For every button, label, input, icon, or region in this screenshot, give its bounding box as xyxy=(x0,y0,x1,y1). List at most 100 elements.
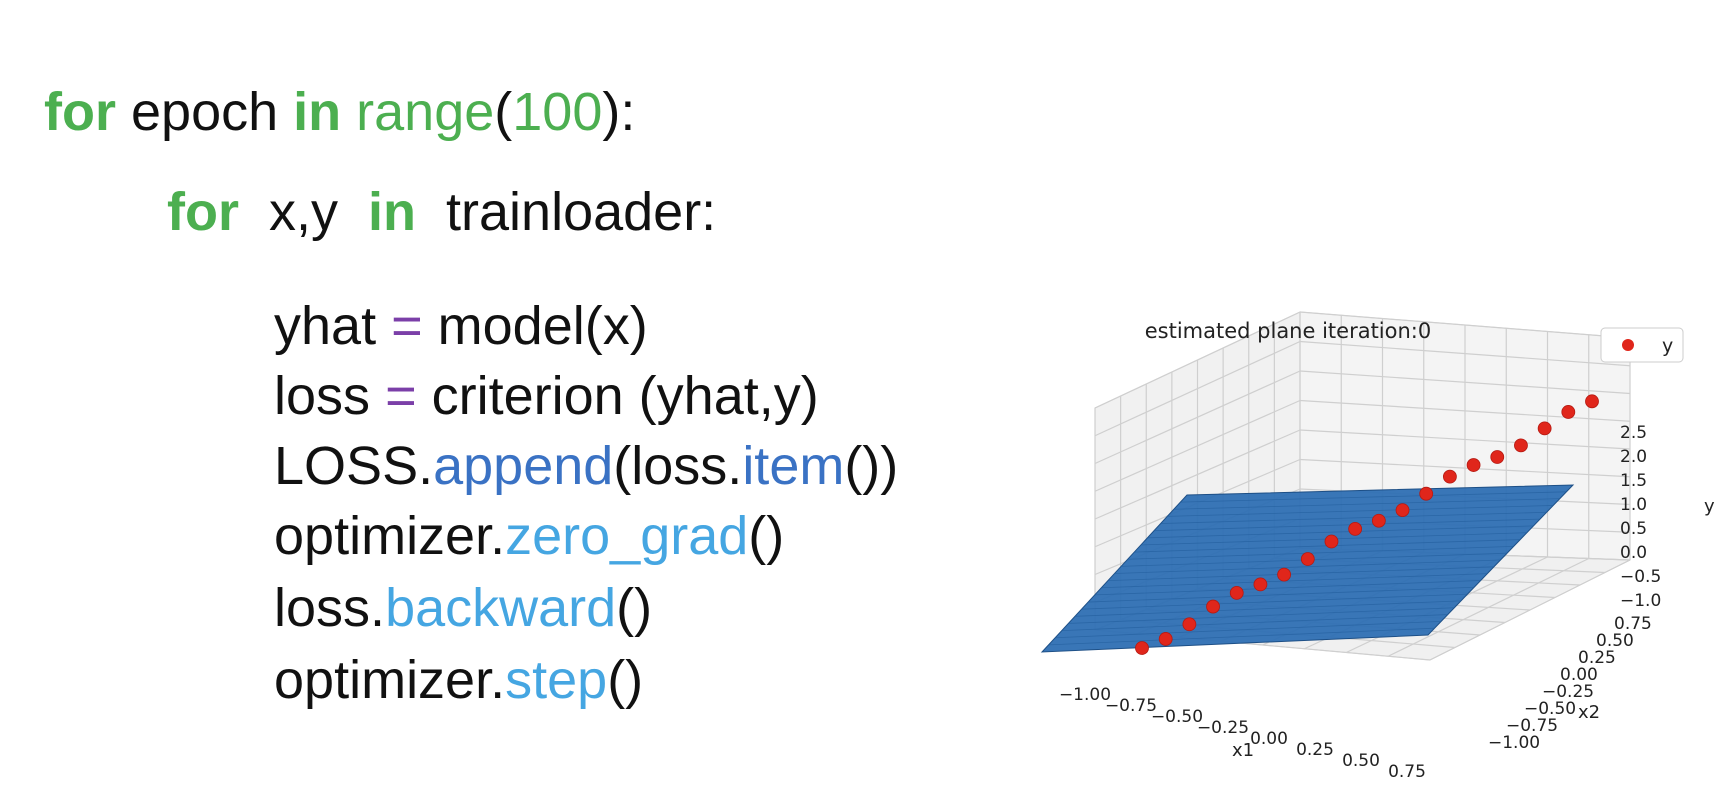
code-line-7: loss.backward() xyxy=(244,512,652,640)
plane-mesh-line xyxy=(1127,545,1514,560)
code-text: ): xyxy=(602,82,636,142)
x2-tick-label: 0.25 xyxy=(1578,648,1616,668)
z-tick-label: −0.5 xyxy=(1620,567,1661,587)
code-text: x,y xyxy=(239,182,369,242)
x2-tick-label: −0.25 xyxy=(1542,682,1594,702)
grid-line xyxy=(1299,311,1631,339)
code-text: () xyxy=(748,506,785,566)
plane-mesh-line xyxy=(1074,600,1461,617)
data-point xyxy=(1253,577,1268,592)
x2-tick-label: −0.75 xyxy=(1506,716,1558,736)
keyword-in: in xyxy=(293,82,342,142)
code-text: optimizer. xyxy=(274,506,506,566)
code-text: ( xyxy=(494,82,513,142)
z-tick-label: 2.5 xyxy=(1620,423,1647,443)
method-zero-grad: zero_grad xyxy=(505,506,749,566)
plane-mesh-line xyxy=(1061,614,1448,631)
z-tick-label: 0.0 xyxy=(1620,543,1647,563)
data-point xyxy=(1277,567,1292,582)
x1-tick-label: −0.50 xyxy=(1151,707,1203,727)
x2-tick-label: 0.00 xyxy=(1560,665,1598,685)
data-point xyxy=(1229,585,1244,600)
code-line-3: yhat = model(x) xyxy=(244,230,648,358)
code-line-1: for epoch in range(100): xyxy=(14,16,635,144)
grid-line xyxy=(1094,311,1301,409)
data-point xyxy=(1514,438,1528,453)
code-text: () xyxy=(607,650,644,710)
keyword-for: for xyxy=(44,82,116,142)
z-tick-label: 0.5 xyxy=(1620,519,1647,539)
code-line-5: LOSS.append(loss.item()) xyxy=(244,370,898,498)
data-points xyxy=(1135,394,1599,655)
data-point xyxy=(1324,534,1339,549)
code-line-6: optimizer.zero_grad() xyxy=(244,440,784,568)
data-point xyxy=(1537,421,1552,436)
code-text: ()) xyxy=(844,436,899,496)
grid-line xyxy=(1299,340,1631,367)
grid-line xyxy=(1094,370,1301,465)
data-point xyxy=(1135,641,1149,655)
axis-ticks: −1.00−0.75−0.50−0.250.000.250.500.75−1.0… xyxy=(1059,423,1661,782)
number-literal: 100 xyxy=(512,82,603,142)
plane-mesh-line xyxy=(1160,511,1547,524)
grid-line xyxy=(1094,340,1301,437)
data-point xyxy=(1442,469,1457,484)
plane-mesh-line xyxy=(1048,627,1435,646)
x2-tick-label: −0.50 xyxy=(1524,699,1576,719)
plane-mesh-line xyxy=(1101,573,1488,589)
plane-mesh-line xyxy=(1055,620,1442,639)
legend-label: y xyxy=(1662,335,1673,357)
plane-mesh-line xyxy=(1107,566,1494,582)
plane-mesh-line xyxy=(1154,518,1541,532)
data-point xyxy=(1300,552,1315,566)
x2-tick-label: −1.00 xyxy=(1488,733,1540,753)
grid-line xyxy=(1429,559,1631,661)
data-point xyxy=(1182,617,1197,632)
data-point xyxy=(1466,458,1481,472)
code-line-4: loss = criterion (yhat,y) xyxy=(244,300,819,428)
data-point xyxy=(1490,450,1505,464)
z-tick-label: −1.0 xyxy=(1620,591,1661,611)
legend: y xyxy=(1600,327,1684,363)
builtin-range: range xyxy=(356,82,495,142)
legend-marker xyxy=(1622,339,1634,351)
code-text: loss. xyxy=(274,578,386,638)
keyword-in: in xyxy=(368,182,417,242)
x2-tick-label: 0.75 xyxy=(1614,614,1652,634)
code-text: epoch xyxy=(116,82,294,142)
grid-line xyxy=(1094,429,1301,520)
plane-mesh-line xyxy=(1167,505,1554,517)
x1-tick-label: 0.75 xyxy=(1388,762,1426,782)
x2-tick-label: 0.50 xyxy=(1596,631,1634,651)
x1-tick-label: 0.25 xyxy=(1296,740,1334,760)
legend-box xyxy=(1600,327,1684,363)
plane-mesh-line xyxy=(1180,491,1567,503)
z-tick-label: 1.0 xyxy=(1620,495,1647,515)
code-text: loss xyxy=(274,366,386,426)
data-point xyxy=(1585,394,1599,409)
data-point xyxy=(1158,632,1173,646)
plane-mesh-line xyxy=(1147,525,1534,539)
code-text: yhat xyxy=(274,296,392,356)
code-text: model(x) xyxy=(422,296,648,356)
grid-line xyxy=(1094,399,1301,492)
code-line-2: for x,y in trainloader: xyxy=(137,116,716,244)
method-step: step xyxy=(505,650,608,710)
method-append: append xyxy=(433,436,614,496)
x1-tick-label: −0.75 xyxy=(1105,696,1157,716)
plane-mesh-line xyxy=(1068,607,1455,624)
code-text: trainloader: xyxy=(416,182,717,242)
data-point xyxy=(1419,486,1434,501)
data-point xyxy=(1395,503,1410,518)
data-point xyxy=(1348,521,1363,536)
code-line-8: optimizer.step() xyxy=(244,584,643,712)
code-text: criterion (yhat,y) xyxy=(416,366,819,426)
grid-line xyxy=(1299,458,1631,478)
grid-line xyxy=(1299,370,1631,395)
x1-tick-label: −1.00 xyxy=(1059,685,1111,705)
operator-assign: = xyxy=(385,366,417,426)
x1-tick-label: 0.50 xyxy=(1342,751,1380,771)
z-tick-label: 2.0 xyxy=(1620,447,1647,467)
keyword-for: for xyxy=(167,182,239,242)
data-point xyxy=(1206,599,1220,614)
